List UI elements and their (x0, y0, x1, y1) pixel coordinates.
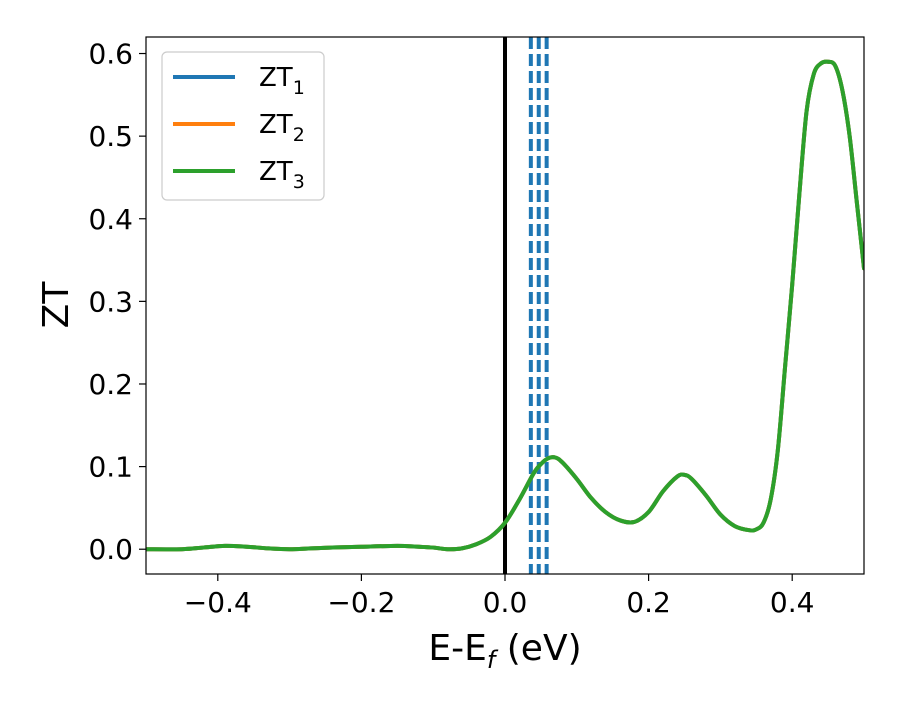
series-lines (146, 59, 864, 552)
x-axis-ticks: −0.4 −0.2 0.0 0.2 0.4 (184, 574, 815, 619)
legend-entry-zt1: ZT1 (173, 63, 305, 99)
legend-label: ZT1 (259, 63, 305, 99)
y-tick-label: 0.4 (88, 203, 133, 236)
legend-label-main: ZT (259, 110, 293, 140)
x-tick-label: −0.2 (327, 586, 395, 619)
y-tick-label: 0.1 (88, 451, 133, 484)
y-tick-label: 0.6 (88, 38, 133, 71)
x-tick-label: 0.2 (626, 586, 671, 619)
legend-label-subscript: 1 (293, 77, 305, 99)
series-line-zt3 (146, 59, 864, 552)
legend-entry-zt2: ZT2 (173, 110, 305, 146)
legend-label-subscript: 2 (293, 124, 305, 146)
legend-label-subscript: 3 (293, 171, 305, 193)
x-tick-label: −0.4 (184, 586, 252, 619)
legend-entry-zt3: ZT3 (173, 157, 305, 193)
legend-label: ZT3 (259, 157, 305, 193)
legend-box (161, 51, 325, 201)
x-tick-label: 0.0 (483, 586, 528, 619)
y-axis-ticks: 0.0 0.1 0.2 0.3 0.4 0.5 0.6 (88, 38, 146, 566)
legend-label: ZT2 (259, 110, 305, 146)
y-tick-label: 0.3 (88, 285, 133, 318)
y-tick-label: 0.5 (88, 120, 133, 153)
x-tick-label: 0.4 (770, 586, 815, 619)
legend-label-main: ZT (259, 63, 293, 93)
y-tick-label: 0.2 (88, 368, 133, 401)
vertical-reference-lines (503, 37, 549, 574)
y-axis-label: ZT (36, 281, 77, 329)
x-axis-label-unit: (eV) (495, 628, 581, 669)
y-tick-label: 0.0 (88, 533, 133, 566)
legend-label-main: ZT (259, 157, 293, 187)
x-axis-label: E-Ef (eV) (428, 628, 581, 674)
